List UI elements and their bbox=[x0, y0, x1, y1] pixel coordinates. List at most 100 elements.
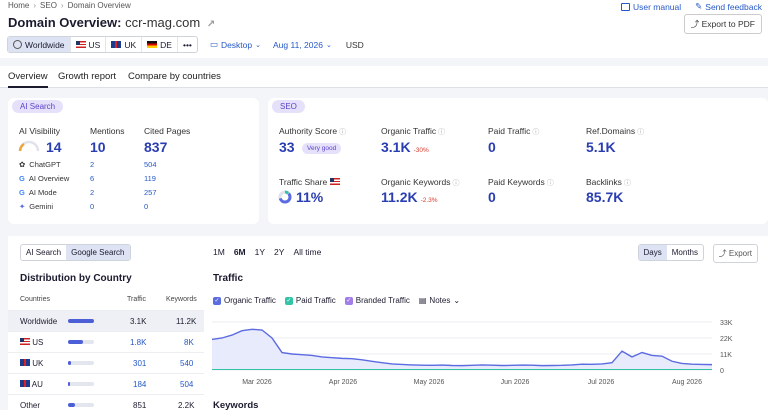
legend-organic-traffic[interactable]: ✓ Organic Traffic bbox=[213, 296, 276, 305]
info-icon[interactable]: ⓘ bbox=[438, 129, 446, 136]
chatgpt-mentions[interactable]: 2 bbox=[90, 160, 95, 169]
notes-dropdown[interactable]: ▤ Notes ⌄ bbox=[419, 296, 460, 305]
user-manual-link[interactable]: User manual bbox=[620, 1, 682, 12]
backlinks-value[interactable]: 85.7K bbox=[586, 189, 624, 205]
user-manual-label: User manual bbox=[632, 1, 682, 12]
country-keywords[interactable]: 504 bbox=[180, 380, 194, 389]
country-row-au[interactable]: AU 184 504 bbox=[8, 373, 204, 394]
toggle-google-search[interactable]: Google Search bbox=[66, 245, 130, 260]
info-icon[interactable]: ⓘ bbox=[532, 129, 540, 136]
platform-name: AI Mode bbox=[28, 188, 57, 197]
gemini-cited[interactable]: 0 bbox=[144, 202, 149, 211]
tab-growth-report[interactable]: Growth report bbox=[58, 71, 117, 82]
country-name: Other bbox=[20, 401, 41, 410]
ai-visibility-value[interactable]: 14 bbox=[46, 139, 62, 155]
traffic-share-bar bbox=[68, 361, 94, 365]
au-flag-icon bbox=[20, 380, 30, 387]
platform-ai-mode: G AI Mode bbox=[19, 188, 57, 197]
tab-overview[interactable]: Overview bbox=[8, 71, 48, 88]
db-more-button[interactable]: ••• bbox=[178, 37, 197, 52]
db-worldwide[interactable]: Worldwide bbox=[8, 37, 71, 52]
info-icon[interactable]: ⓘ bbox=[339, 129, 347, 136]
more-icon: ••• bbox=[182, 39, 192, 50]
ref-domains-text: Ref.Domains bbox=[586, 126, 636, 136]
paid-keywords-label: Paid Keywords ⓘ bbox=[488, 177, 554, 188]
range-1m[interactable]: 1M bbox=[213, 247, 225, 257]
ref-domains-label: Ref.Domains ⓘ bbox=[586, 126, 644, 137]
ai-mode-mentions[interactable]: 2 bbox=[90, 188, 95, 197]
months-button[interactable]: Months bbox=[671, 248, 698, 257]
traffic-share-fill bbox=[68, 403, 76, 407]
gemini-icon: ✦ bbox=[19, 202, 26, 211]
cited-pages-value[interactable]: 837 bbox=[144, 139, 168, 155]
legend-branded-traffic[interactable]: ✓ Branded Traffic bbox=[344, 296, 410, 305]
filters-bar: Worldwide US UK DE ••• ▭ Desktop ⌄ Aug 11,… bbox=[7, 36, 364, 53]
range-all-time[interactable]: All time bbox=[293, 247, 322, 257]
paid-traffic-value[interactable]: 0 bbox=[488, 139, 496, 155]
authority-score-value[interactable]: 33 bbox=[279, 139, 295, 155]
traffic-chart[interactable]: 33K 22K 11K 0 Mar 2026 Apr 2026 May 2026 Jun 20… bbox=[212, 318, 762, 388]
export-pdf-button[interactable]: ⤴ Export to PDF bbox=[683, 14, 762, 34]
organic-keywords-change: -2.3% bbox=[420, 197, 438, 204]
send-feedback-link[interactable]: ✎ Send feedback bbox=[695, 1, 762, 12]
gemini-mentions[interactable]: 0 bbox=[90, 202, 95, 211]
y-tick-label: 22K bbox=[720, 336, 733, 343]
organic-traffic-change: -30% bbox=[413, 147, 429, 154]
book-icon bbox=[620, 2, 630, 11]
legend-paid-traffic[interactable]: ✓ Paid Traffic bbox=[284, 296, 336, 305]
mentions-value[interactable]: 10 bbox=[90, 139, 106, 155]
paid-keywords-text: Paid Keywords bbox=[488, 177, 545, 187]
export-pdf-label: Export to PDF bbox=[701, 19, 755, 29]
traffic-share-value[interactable]: 11% bbox=[296, 189, 324, 205]
paid-traffic-text: Paid Traffic bbox=[488, 126, 531, 136]
traffic-share-text: Traffic Share bbox=[279, 177, 328, 187]
country-keywords[interactable]: 540 bbox=[180, 359, 194, 368]
export-button[interactable]: ⤴ Export bbox=[712, 244, 758, 263]
range-1y[interactable]: 1Y bbox=[254, 247, 266, 257]
paid-keywords-value[interactable]: 0 bbox=[488, 189, 496, 205]
organic-keywords-value[interactable]: 11.2K -2.3% bbox=[381, 189, 438, 205]
country-row-other[interactable]: Other 851 2.2K bbox=[8, 394, 204, 410]
range-2y[interactable]: 2Y bbox=[274, 247, 285, 257]
info-icon[interactable]: ⓘ bbox=[452, 180, 460, 187]
range-6m[interactable]: 6M bbox=[233, 247, 246, 257]
country-row-us[interactable]: US 1.8K 8K bbox=[8, 331, 204, 352]
country-row-worldwide[interactable]: Worldwide 3.1K 11.2K bbox=[8, 310, 204, 331]
ref-domains-value[interactable]: 5.1K bbox=[586, 139, 616, 155]
db-de[interactable]: DE bbox=[142, 37, 178, 52]
us-flag-icon bbox=[329, 178, 340, 185]
country-row-uk[interactable]: UK 301 540 bbox=[8, 352, 204, 373]
device-dropdown[interactable]: ▭ Desktop ⌄ bbox=[210, 39, 261, 50]
ai-overview-mentions[interactable]: 6 bbox=[90, 174, 95, 183]
header-traffic: Traffic bbox=[127, 296, 147, 303]
legend-label: Organic Traffic bbox=[224, 296, 276, 305]
info-icon[interactable]: ⓘ bbox=[637, 129, 645, 136]
breadcrumb-seo[interactable]: SEO bbox=[40, 1, 57, 10]
de-flag-icon bbox=[147, 41, 158, 48]
platform-name: ChatGPT bbox=[29, 160, 61, 169]
chevron-down-icon: ⌄ bbox=[453, 296, 461, 305]
external-link-icon[interactable]: ↗ bbox=[206, 19, 216, 30]
date-dropdown[interactable]: Aug 11, 2026 ⌄ bbox=[273, 40, 332, 50]
country-traffic[interactable]: 301 bbox=[133, 359, 147, 368]
country-keywords[interactable]: 8K bbox=[184, 338, 194, 347]
info-icon[interactable]: ⓘ bbox=[623, 180, 631, 187]
info-icon[interactable]: ⓘ bbox=[546, 180, 554, 187]
country-name: AU bbox=[20, 380, 43, 389]
tab-compare-by-countries[interactable]: Compare by countries bbox=[128, 71, 221, 82]
db-us[interactable]: US bbox=[71, 37, 107, 52]
organic-traffic-value[interactable]: 3.1K -30% bbox=[381, 139, 429, 155]
visibility-gauge-icon bbox=[18, 140, 40, 152]
toggle-ai-search[interactable]: AI Search bbox=[26, 248, 62, 257]
granularity-toggle: Days Months bbox=[637, 244, 704, 261]
chatgpt-cited[interactable]: 504 bbox=[144, 160, 157, 169]
country-traffic[interactable]: 184 bbox=[133, 380, 147, 389]
country-traffic[interactable]: 1.8K bbox=[130, 338, 147, 347]
ai-overview-cited[interactable]: 119 bbox=[144, 174, 156, 183]
distribution-panel: AI Search Google Search Distribution by … bbox=[8, 236, 204, 410]
ai-mode-cited[interactable]: 257 bbox=[144, 188, 157, 197]
breadcrumb-home[interactable]: Home bbox=[8, 1, 30, 10]
organic-traffic-line[interactable] bbox=[212, 328, 713, 367]
days-button[interactable]: Days bbox=[638, 245, 667, 260]
db-uk[interactable]: UK bbox=[106, 37, 143, 52]
